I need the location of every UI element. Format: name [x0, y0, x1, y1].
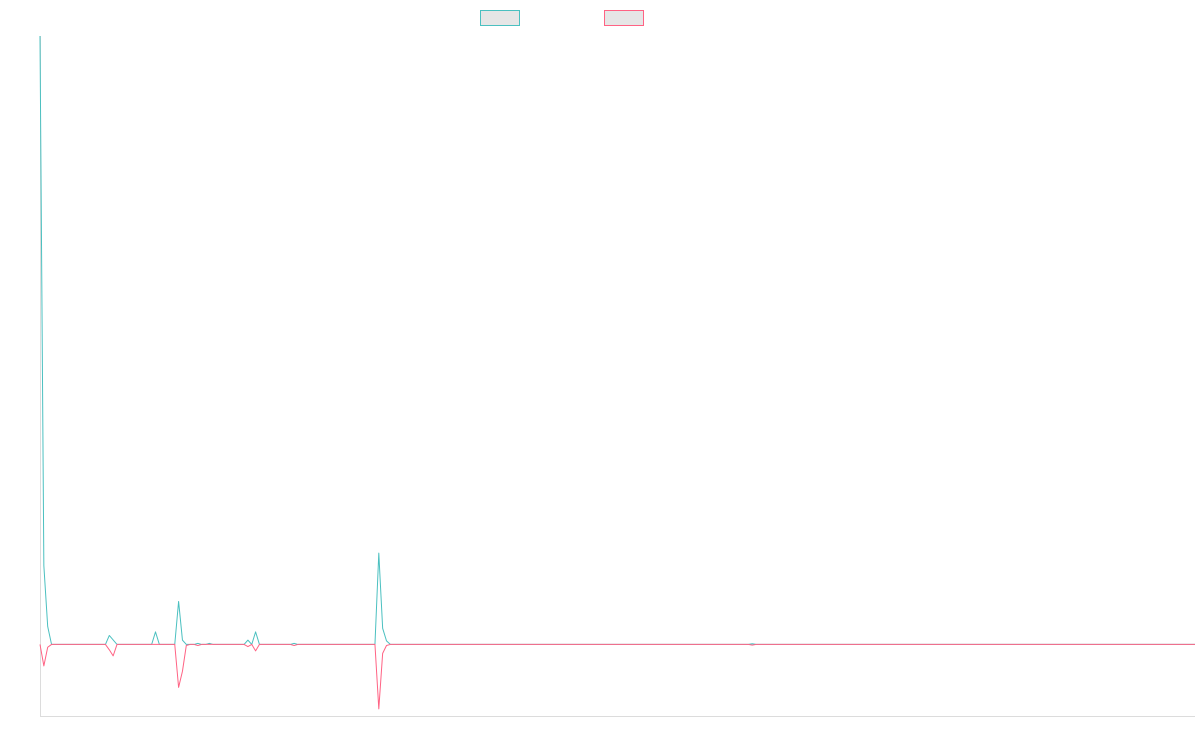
legend-swatch-series-1[interactable]: [480, 10, 520, 26]
series-layer: [39, 35, 1195, 710]
series-line-1: [39, 35, 1195, 645]
legend-swatch-series-2[interactable]: [604, 10, 644, 26]
series-line-2: [39, 643, 1195, 710]
